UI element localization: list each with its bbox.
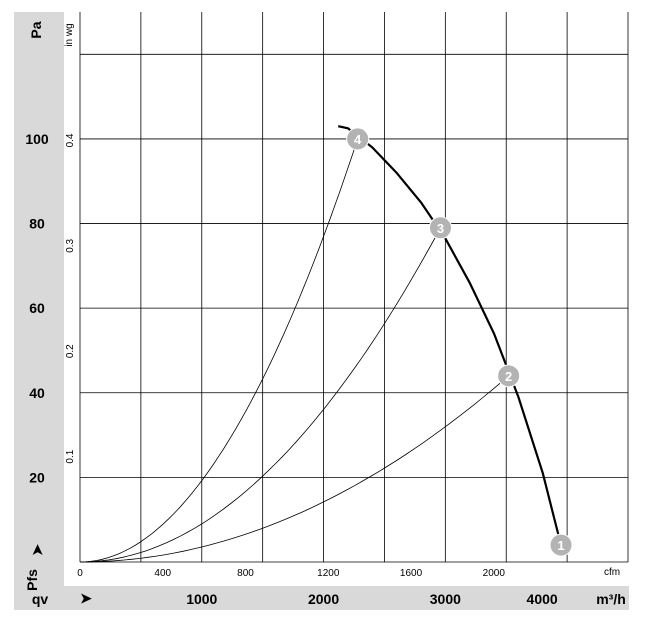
y2-tick-label: 0.1: [65, 449, 76, 463]
y-tick-label: 100: [25, 131, 49, 147]
x2-tick-label: 400: [154, 568, 171, 579]
system-curves: [79, 138, 509, 563]
system-curve-3: [79, 227, 441, 563]
y-tick-label: 20: [29, 469, 45, 485]
system-curve-4: [79, 138, 359, 563]
x-symbol: qv: [32, 591, 49, 607]
y-symbol: Pfs: [24, 569, 40, 591]
secondary-y-unit: in wg: [64, 23, 75, 46]
primary-y-unit: Pa: [28, 21, 44, 38]
y-tick-label: 60: [29, 300, 45, 316]
operating-point-marker: [346, 127, 370, 151]
y-tick-label: 80: [29, 216, 45, 232]
x-arrow: ➤: [80, 590, 92, 606]
x2-tick-label: 1200: [317, 568, 340, 579]
operating-point-label: 4: [354, 132, 362, 147]
y2-tick-label: 0.3: [65, 238, 76, 252]
x-tick-label: 4000: [527, 591, 558, 607]
y-arrow: ➤: [29, 544, 45, 556]
y2-tick-label: 0.4: [65, 133, 76, 147]
primary-y-tick-labels: 20 40 60 80 100: [25, 131, 49, 485]
y-tick-label: 40: [29, 385, 45, 401]
fan-curve: [337, 125, 563, 546]
primary-x-unit: m³/h: [596, 591, 626, 607]
operating-points: 1 2 3 4: [346, 127, 573, 557]
left-axis-band: [14, 12, 64, 610]
operating-point-label: 3: [437, 221, 444, 236]
x-tick-label: 1000: [186, 591, 217, 607]
secondary-y-tick-labels: 0.1 0.2 0.3 0.4: [65, 133, 76, 463]
x2-tick-label: 1600: [400, 568, 423, 579]
operating-point-marker: [549, 533, 573, 557]
vertical-gridlines: [79, 12, 629, 562]
primary-x-tick-labels: 1000 2000 3000 4000: [186, 591, 558, 607]
x2-tick-label: 2000: [483, 568, 506, 579]
operating-point-marker: [428, 216, 452, 240]
system-curve-2: [79, 375, 509, 563]
x-tick-label: 3000: [430, 591, 461, 607]
operating-point-label: 1: [557, 538, 564, 553]
operating-point-marker: [497, 364, 521, 388]
operating-point-label: 2: [505, 369, 512, 384]
x2-tick-label: 800: [237, 568, 254, 579]
x2-tick-label: 0: [77, 568, 83, 579]
secondary-x-unit: cfm: [604, 567, 620, 578]
bottom-axis-band: [14, 586, 629, 610]
secondary-x-tick-labels: 0 400 800 1200 1600 2000: [77, 568, 505, 579]
y2-tick-label: 0.2: [65, 344, 76, 358]
x-tick-label: 2000: [308, 591, 339, 607]
